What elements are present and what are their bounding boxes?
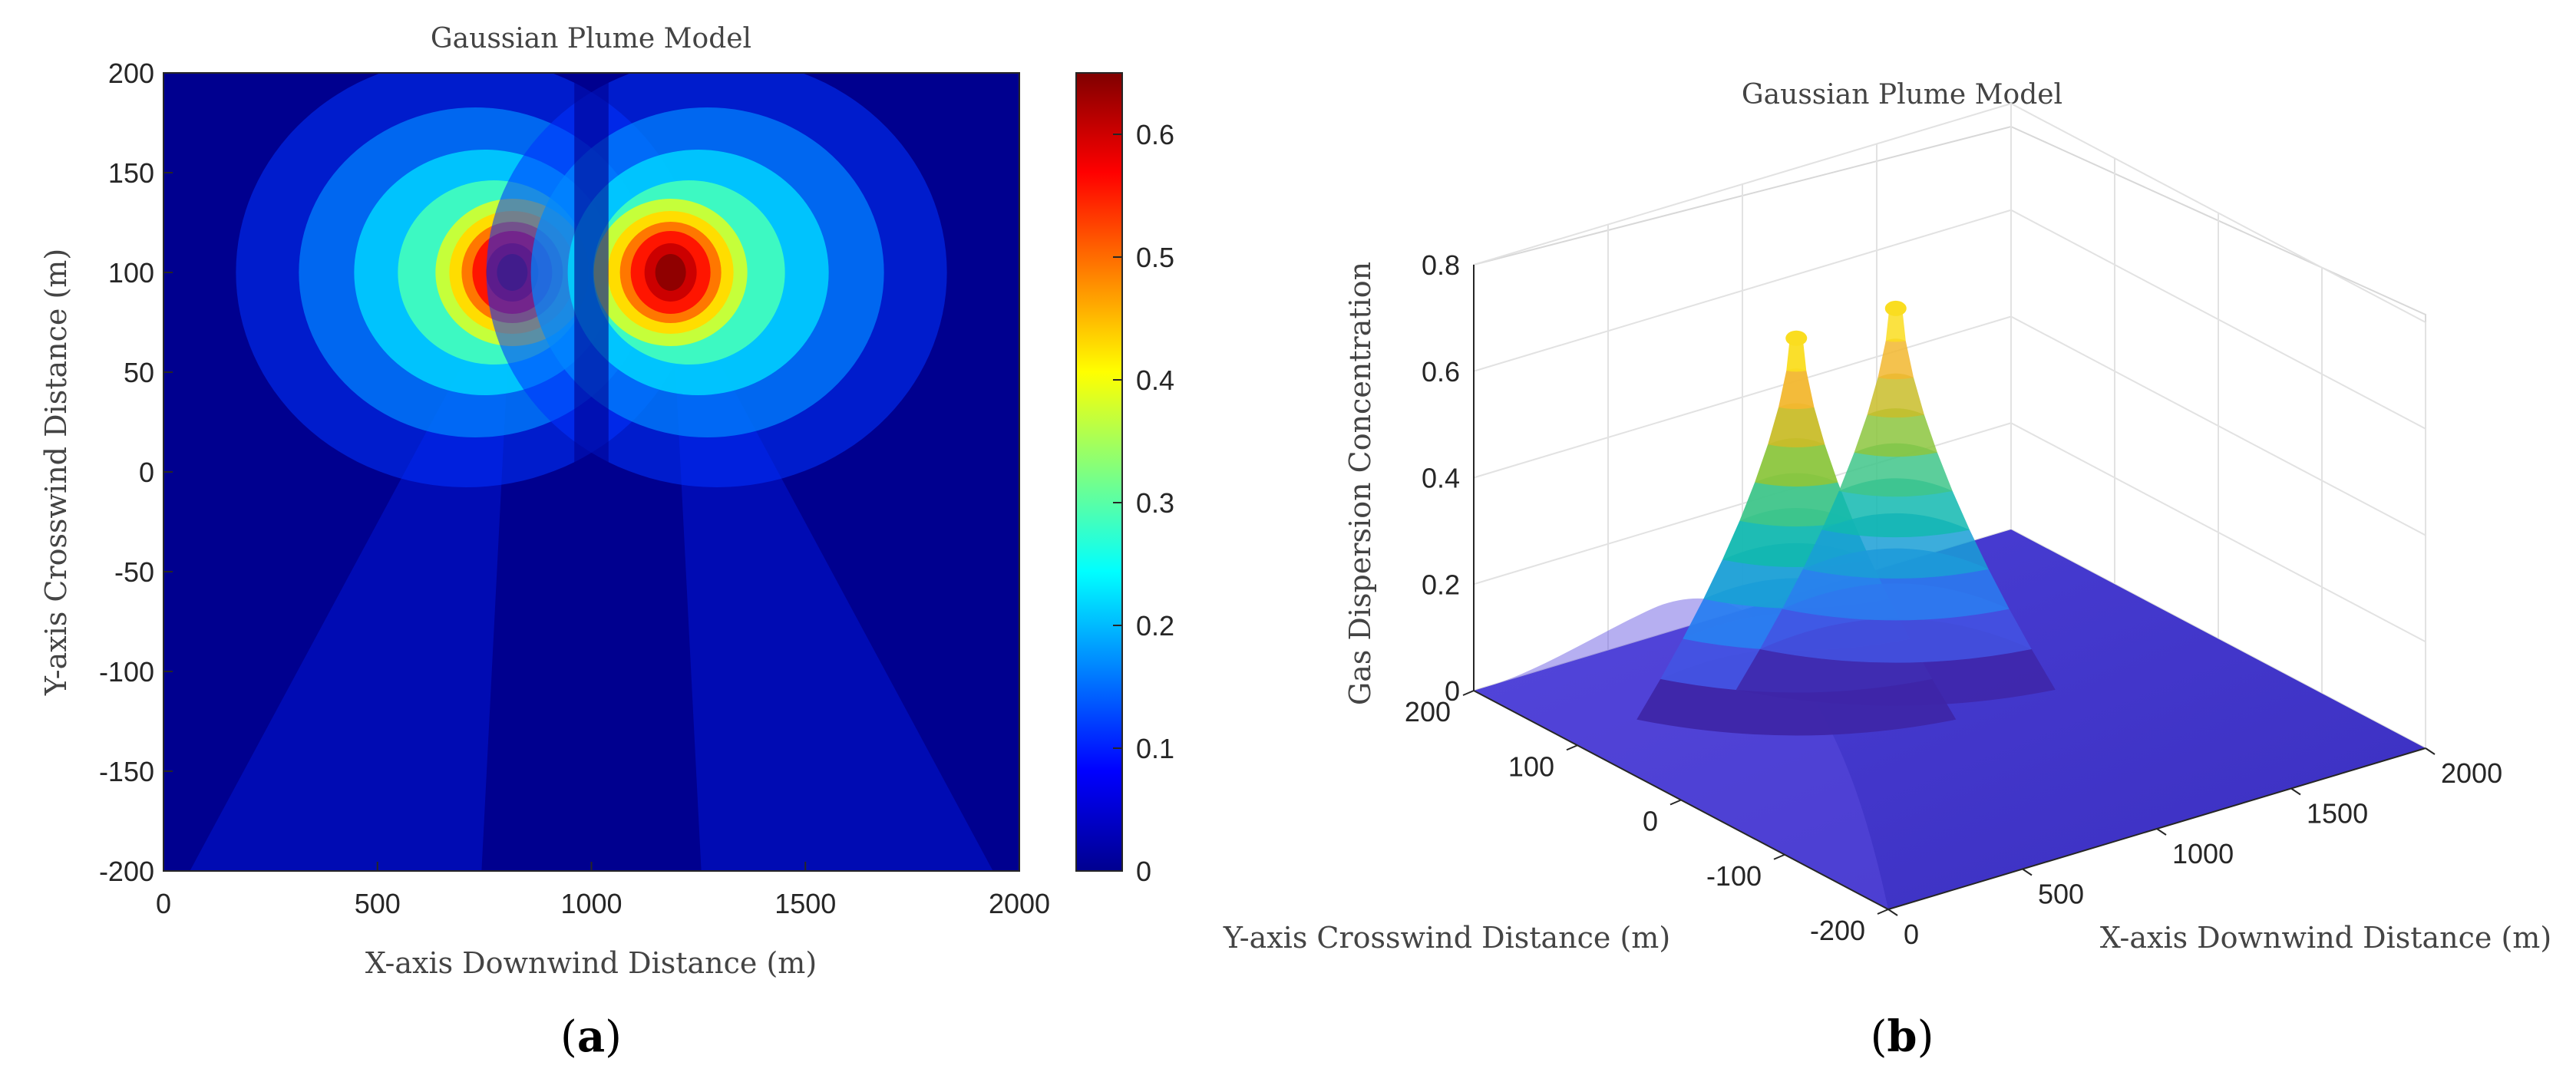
- heatmap-plot-area: [163, 73, 1019, 871]
- x-tick-label: 2000: [2441, 757, 2502, 789]
- panel-b-y-label: Y-axis Crosswind Distance (m): [1223, 921, 1670, 955]
- panel-b-x-label: X-axis Downwind Distance (m): [2100, 921, 2551, 955]
- colorbar-tick-label: 0.3: [1136, 487, 1174, 519]
- x-tick-mark: [2425, 747, 2436, 755]
- peak-slice: [1867, 373, 1924, 418]
- x-tick-label: 0: [1904, 919, 1919, 950]
- panel-a-letter: a: [577, 1011, 605, 1062]
- colorbar-tick-label: 0.1: [1136, 733, 1174, 764]
- peak-slice: [1739, 473, 1854, 527]
- panel-b-x-ticks: 0 500 1000 1500 2000: [1887, 747, 2502, 950]
- peak-slice: [1878, 338, 1914, 380]
- panel-a-label: (a): [560, 1011, 622, 1062]
- x-tick-label: 500: [2038, 879, 2084, 910]
- peak-top: [1884, 300, 1907, 316]
- y-tick-label: -200: [1810, 915, 1865, 946]
- colorbar-ticks: 0.6 0.5 0.4 0.3 0.2 0.1 0: [1113, 119, 1174, 887]
- z-tick-label: 0.4: [1422, 463, 1460, 494]
- panel-b-title: Gaussian Plume Model: [1742, 79, 2062, 111]
- y-tick-label: 100: [1508, 750, 1554, 782]
- peak-slice: [1838, 443, 1953, 497]
- panel-a-title: Gaussian Plume Model: [431, 23, 751, 54]
- peak-slice: [1778, 368, 1815, 410]
- y-tick-label: -150: [99, 756, 154, 787]
- peak-slice: [1854, 408, 1937, 457]
- y-tick-mark: [1566, 744, 1578, 751]
- peak-top: [1785, 330, 1808, 346]
- x-tick-mark: [2156, 828, 2167, 836]
- y-tick-label: -50: [114, 556, 154, 588]
- colorbar-tick-label: 0: [1136, 856, 1151, 887]
- z-tick-label: 0: [1445, 675, 1460, 707]
- y-tick-mark: [1773, 853, 1785, 860]
- panel-b-surface: Gaussian Plume Model 0.8 0.6 0.4 0.2 0 200 10…: [1223, 79, 2551, 1062]
- peak-slice: [1768, 403, 1825, 448]
- z-tick-label: 0.2: [1422, 569, 1460, 600]
- x-tick-label: 500: [355, 888, 401, 919]
- peak-slice: [1755, 437, 1838, 487]
- panel-b-z-label: Gas Dispersion Concentration: [1343, 262, 1377, 705]
- y-tick-mark: [1462, 690, 1475, 696]
- y-tick-label: 0: [1643, 806, 1658, 837]
- y-tick-label: 100: [108, 257, 154, 289]
- x-tick-label: 1500: [774, 888, 836, 919]
- colorbar: [1075, 72, 1123, 872]
- panel-b-z-ticks: 0.8 0.6 0.4 0.2 0: [1422, 249, 1460, 707]
- colorbar-tick-label: 0.4: [1136, 365, 1174, 396]
- x-tick-label: 1000: [560, 888, 622, 919]
- colorbar-tick-label: 0.5: [1136, 242, 1174, 273]
- x-tick-mark: [2022, 868, 2033, 876]
- y-tick-label: -200: [99, 856, 154, 887]
- panel-b-letter: b: [1887, 1011, 1917, 1062]
- y-tick-label: -100: [1706, 860, 1762, 892]
- panel-a-x-label: X-axis Downwind Distance (m): [365, 946, 817, 980]
- colorbar-tick-label: 0.2: [1136, 610, 1174, 642]
- panel-a-heatmap: Gaussian Plume Model 0 500 1000 1500 2000 20…: [39, 23, 1174, 1062]
- heat-contour: [655, 254, 686, 291]
- panel-b-label: (b): [1871, 1011, 1934, 1062]
- y-tick-label: 200: [108, 58, 154, 89]
- x-tick-mark: [2290, 787, 2301, 796]
- x-tick-mark: [1887, 909, 1898, 916]
- y-tick-label: -100: [99, 656, 154, 688]
- x-tick-label: 2000: [989, 888, 1050, 919]
- center-gap: [574, 73, 609, 871]
- plume-fan: [670, 272, 993, 871]
- y-tick-mark: [1669, 799, 1682, 806]
- y-tick-mark: [1877, 909, 1889, 915]
- panel-a-y-ticks: 200 150 100 50 0 -50 -100 -150 -200: [99, 58, 173, 887]
- x-tick-label: 1500: [2307, 798, 2368, 830]
- y-tick-label: 200: [1405, 696, 1451, 727]
- x-tick-label: 1000: [2172, 838, 2234, 869]
- surface-peaks: [1636, 300, 2056, 736]
- panel-a-x-ticks: 0 500 1000 1500 2000: [156, 862, 1050, 919]
- colorbar-tick-label: 0.6: [1136, 119, 1174, 150]
- y-tick-label: 150: [108, 157, 154, 189]
- panel-b-y-ticks: 200 100 0 -100 -200: [1405, 690, 1889, 946]
- panel-a-y-label: Y-axis Crosswind Distance (m): [39, 249, 73, 696]
- z-tick-label: 0.6: [1422, 356, 1460, 388]
- y-tick-label: 50: [124, 357, 154, 388]
- z-tick-label: 0.8: [1422, 249, 1460, 281]
- y-tick-label: 0: [139, 457, 154, 488]
- x-tick-label: 0: [156, 888, 171, 919]
